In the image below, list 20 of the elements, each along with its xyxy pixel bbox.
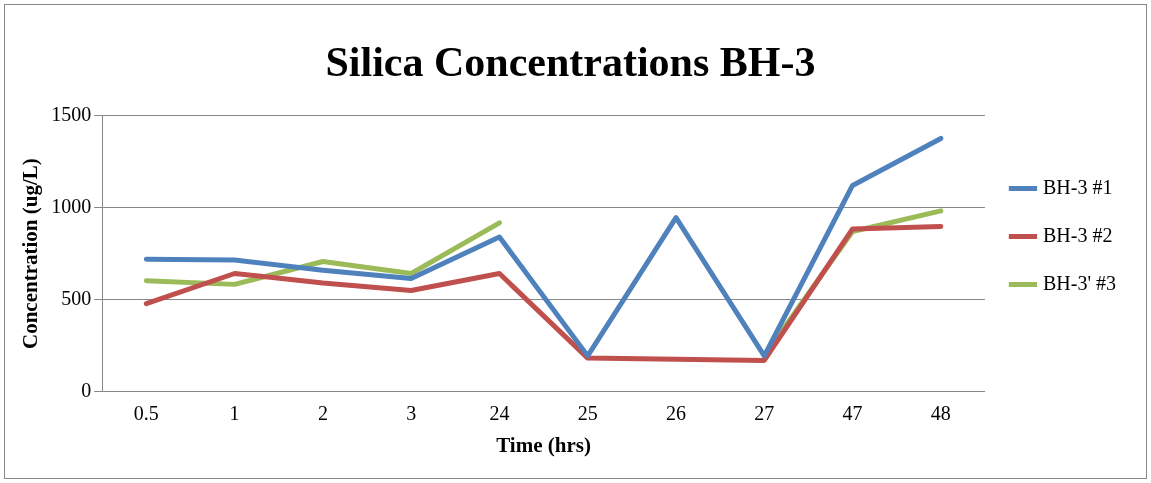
x-tick-label: 2: [317, 402, 328, 425]
x-tick-label: 26: [665, 402, 686, 425]
x-tick-label: 1: [229, 402, 240, 425]
y-tick-label: 500: [61, 286, 92, 309]
x-tick-label: 25: [577, 402, 598, 425]
chart-title: Silica Concentrations BH-3: [325, 39, 816, 86]
x-tick-label: 24: [489, 402, 510, 425]
x-tick-label: 3: [406, 402, 417, 425]
x-tick-label: 0.5: [133, 402, 159, 425]
legend-label: BH-3 #1: [1042, 175, 1113, 198]
y-tick-label: 0: [81, 379, 92, 402]
x-tick-label: 47: [842, 402, 863, 425]
y-axis-title: Concentration (ug/L): [18, 158, 43, 349]
legend-label: BH-3' #3: [1042, 271, 1116, 294]
x-tick-label: 48: [930, 402, 951, 425]
x-tick-label: 27: [754, 402, 775, 425]
y-tick-label: 1000: [51, 194, 92, 217]
y-tick-label: 1500: [51, 102, 92, 125]
legend-label: BH-3 #2: [1042, 223, 1113, 246]
x-axis-title: Time (hrs): [496, 432, 591, 457]
